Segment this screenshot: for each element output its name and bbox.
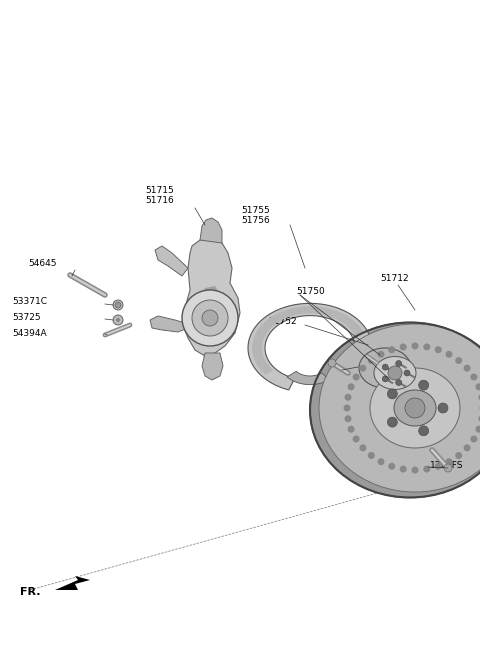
Circle shape	[115, 302, 121, 308]
Polygon shape	[150, 316, 188, 332]
Circle shape	[360, 365, 366, 372]
Polygon shape	[55, 576, 90, 590]
Text: 51755
51756: 51755 51756	[241, 206, 270, 225]
Circle shape	[464, 365, 470, 372]
Circle shape	[419, 380, 429, 390]
Circle shape	[113, 300, 123, 310]
Circle shape	[464, 444, 470, 451]
Text: 51712: 51712	[381, 274, 409, 283]
Text: 54645: 54645	[28, 259, 57, 268]
Text: 53725: 53725	[12, 312, 41, 321]
Circle shape	[470, 436, 478, 443]
Circle shape	[479, 415, 480, 422]
Polygon shape	[182, 238, 240, 356]
Circle shape	[475, 383, 480, 390]
Circle shape	[377, 351, 384, 358]
Polygon shape	[248, 303, 372, 390]
Text: 51750: 51750	[296, 287, 325, 297]
Text: 51752: 51752	[268, 318, 297, 327]
Circle shape	[400, 466, 407, 472]
Circle shape	[345, 394, 351, 401]
Circle shape	[388, 366, 402, 380]
Circle shape	[368, 452, 375, 459]
Circle shape	[328, 359, 336, 367]
Polygon shape	[195, 286, 225, 336]
Circle shape	[353, 436, 360, 443]
Circle shape	[455, 357, 462, 364]
Circle shape	[202, 310, 218, 326]
Circle shape	[423, 466, 430, 472]
Circle shape	[400, 344, 407, 350]
Ellipse shape	[359, 348, 411, 388]
Circle shape	[382, 376, 388, 382]
Circle shape	[113, 315, 123, 325]
Circle shape	[405, 398, 425, 418]
Circle shape	[444, 464, 452, 472]
Text: FR.: FR.	[20, 587, 40, 597]
Circle shape	[404, 370, 410, 376]
Circle shape	[438, 403, 448, 413]
Circle shape	[382, 364, 388, 370]
Circle shape	[344, 405, 350, 411]
Polygon shape	[252, 306, 364, 375]
Circle shape	[182, 290, 238, 346]
Text: 1140FZ: 1140FZ	[360, 363, 394, 373]
Ellipse shape	[394, 390, 436, 426]
Circle shape	[419, 426, 429, 436]
Polygon shape	[202, 353, 223, 380]
Circle shape	[435, 346, 442, 353]
Text: 51715
51716: 51715 51716	[145, 186, 174, 205]
Circle shape	[348, 426, 355, 433]
Circle shape	[445, 458, 453, 465]
Circle shape	[388, 462, 395, 470]
Circle shape	[353, 373, 360, 380]
Circle shape	[388, 346, 395, 353]
Circle shape	[475, 426, 480, 433]
Text: 53371C: 53371C	[12, 298, 47, 306]
Circle shape	[387, 389, 397, 399]
Circle shape	[445, 351, 453, 358]
Ellipse shape	[319, 324, 480, 492]
Circle shape	[423, 344, 430, 350]
Polygon shape	[287, 371, 329, 384]
Circle shape	[411, 342, 419, 350]
Polygon shape	[155, 246, 188, 276]
Circle shape	[411, 466, 419, 474]
Ellipse shape	[370, 368, 460, 448]
Circle shape	[345, 415, 351, 422]
Ellipse shape	[374, 356, 416, 390]
Circle shape	[455, 452, 462, 459]
Text: 1220FS: 1220FS	[430, 461, 464, 470]
Polygon shape	[200, 218, 222, 243]
Circle shape	[396, 361, 402, 367]
Ellipse shape	[310, 323, 480, 497]
Circle shape	[348, 383, 355, 390]
Circle shape	[435, 462, 442, 470]
Circle shape	[377, 458, 384, 465]
Circle shape	[387, 417, 397, 427]
Circle shape	[368, 357, 375, 364]
Circle shape	[470, 373, 478, 380]
Circle shape	[116, 318, 120, 322]
Circle shape	[396, 380, 402, 386]
Circle shape	[192, 300, 228, 336]
Circle shape	[360, 444, 366, 451]
Circle shape	[479, 394, 480, 401]
Text: 54394A: 54394A	[12, 329, 47, 337]
